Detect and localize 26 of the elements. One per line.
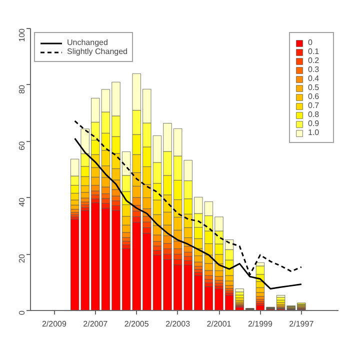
legend-label: 0.4 [308,74,320,83]
x-tick-label: 2/2007 [83,320,108,328]
legend-label: 0 [308,38,314,47]
legend-label: 0.5 [308,83,320,92]
legend-label: Unchanged [67,38,108,47]
x-tick-label: 2/1997 [289,320,314,328]
legend-label: 0.9 [308,119,320,128]
y-tick-label: 20 [18,254,26,263]
y-tick-label: 60 [18,140,26,150]
legend-label: 1.0 [308,128,320,137]
legend-label: 0.2 [308,56,320,65]
x-tick-label: 2/2005 [124,320,150,328]
x-tick-label: 2/2003 [166,320,191,328]
y-tick-label: 100 [18,28,26,42]
legend-label: 0.1 [308,47,320,56]
legend-label: 0.7 [308,101,320,110]
legend-label: 0.3 [308,65,320,74]
legend-label: 0.8 [308,110,320,119]
y-tick-label: 40 [18,197,26,207]
x-tick-label: 2/1999 [248,320,273,328]
legend-label: 0.6 [308,92,320,101]
x-tick-label: 2/2009 [42,320,67,328]
legend-label: Slightly Changed [67,47,128,56]
y-tick-label: 0 [18,310,26,315]
x-tick-label: 2/2001 [206,320,232,328]
y-tick-label: 80 [18,84,26,94]
